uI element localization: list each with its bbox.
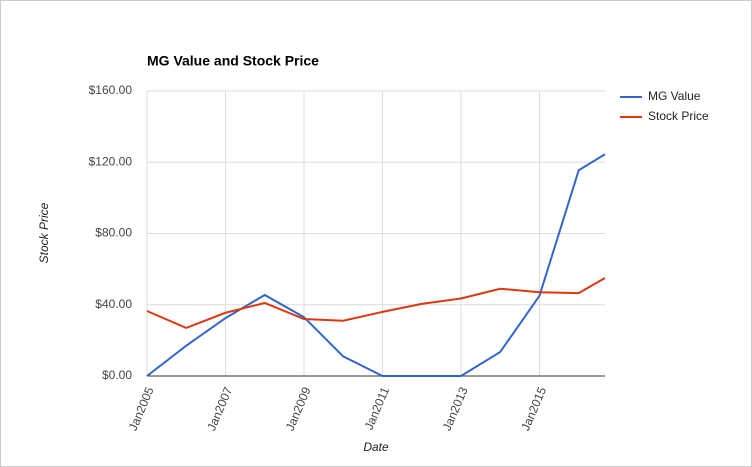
y-axis-label: Stock Price	[37, 202, 51, 263]
y-tick-label: $120.00	[89, 154, 133, 168]
legend-label: MG Value	[648, 89, 701, 103]
y-tick-label: $80.00	[95, 226, 132, 240]
series-line	[146, 153, 606, 377]
legend-label: Stock Price	[648, 109, 709, 123]
y-tick-label: $40.00	[95, 297, 132, 311]
y-tick-label: $0.00	[102, 368, 132, 382]
series-line	[146, 277, 606, 329]
y-tick-label: $160.00	[89, 83, 133, 97]
chart-title: MG Value and Stock Price	[147, 53, 319, 69]
x-axis-label: Date	[363, 440, 389, 454]
